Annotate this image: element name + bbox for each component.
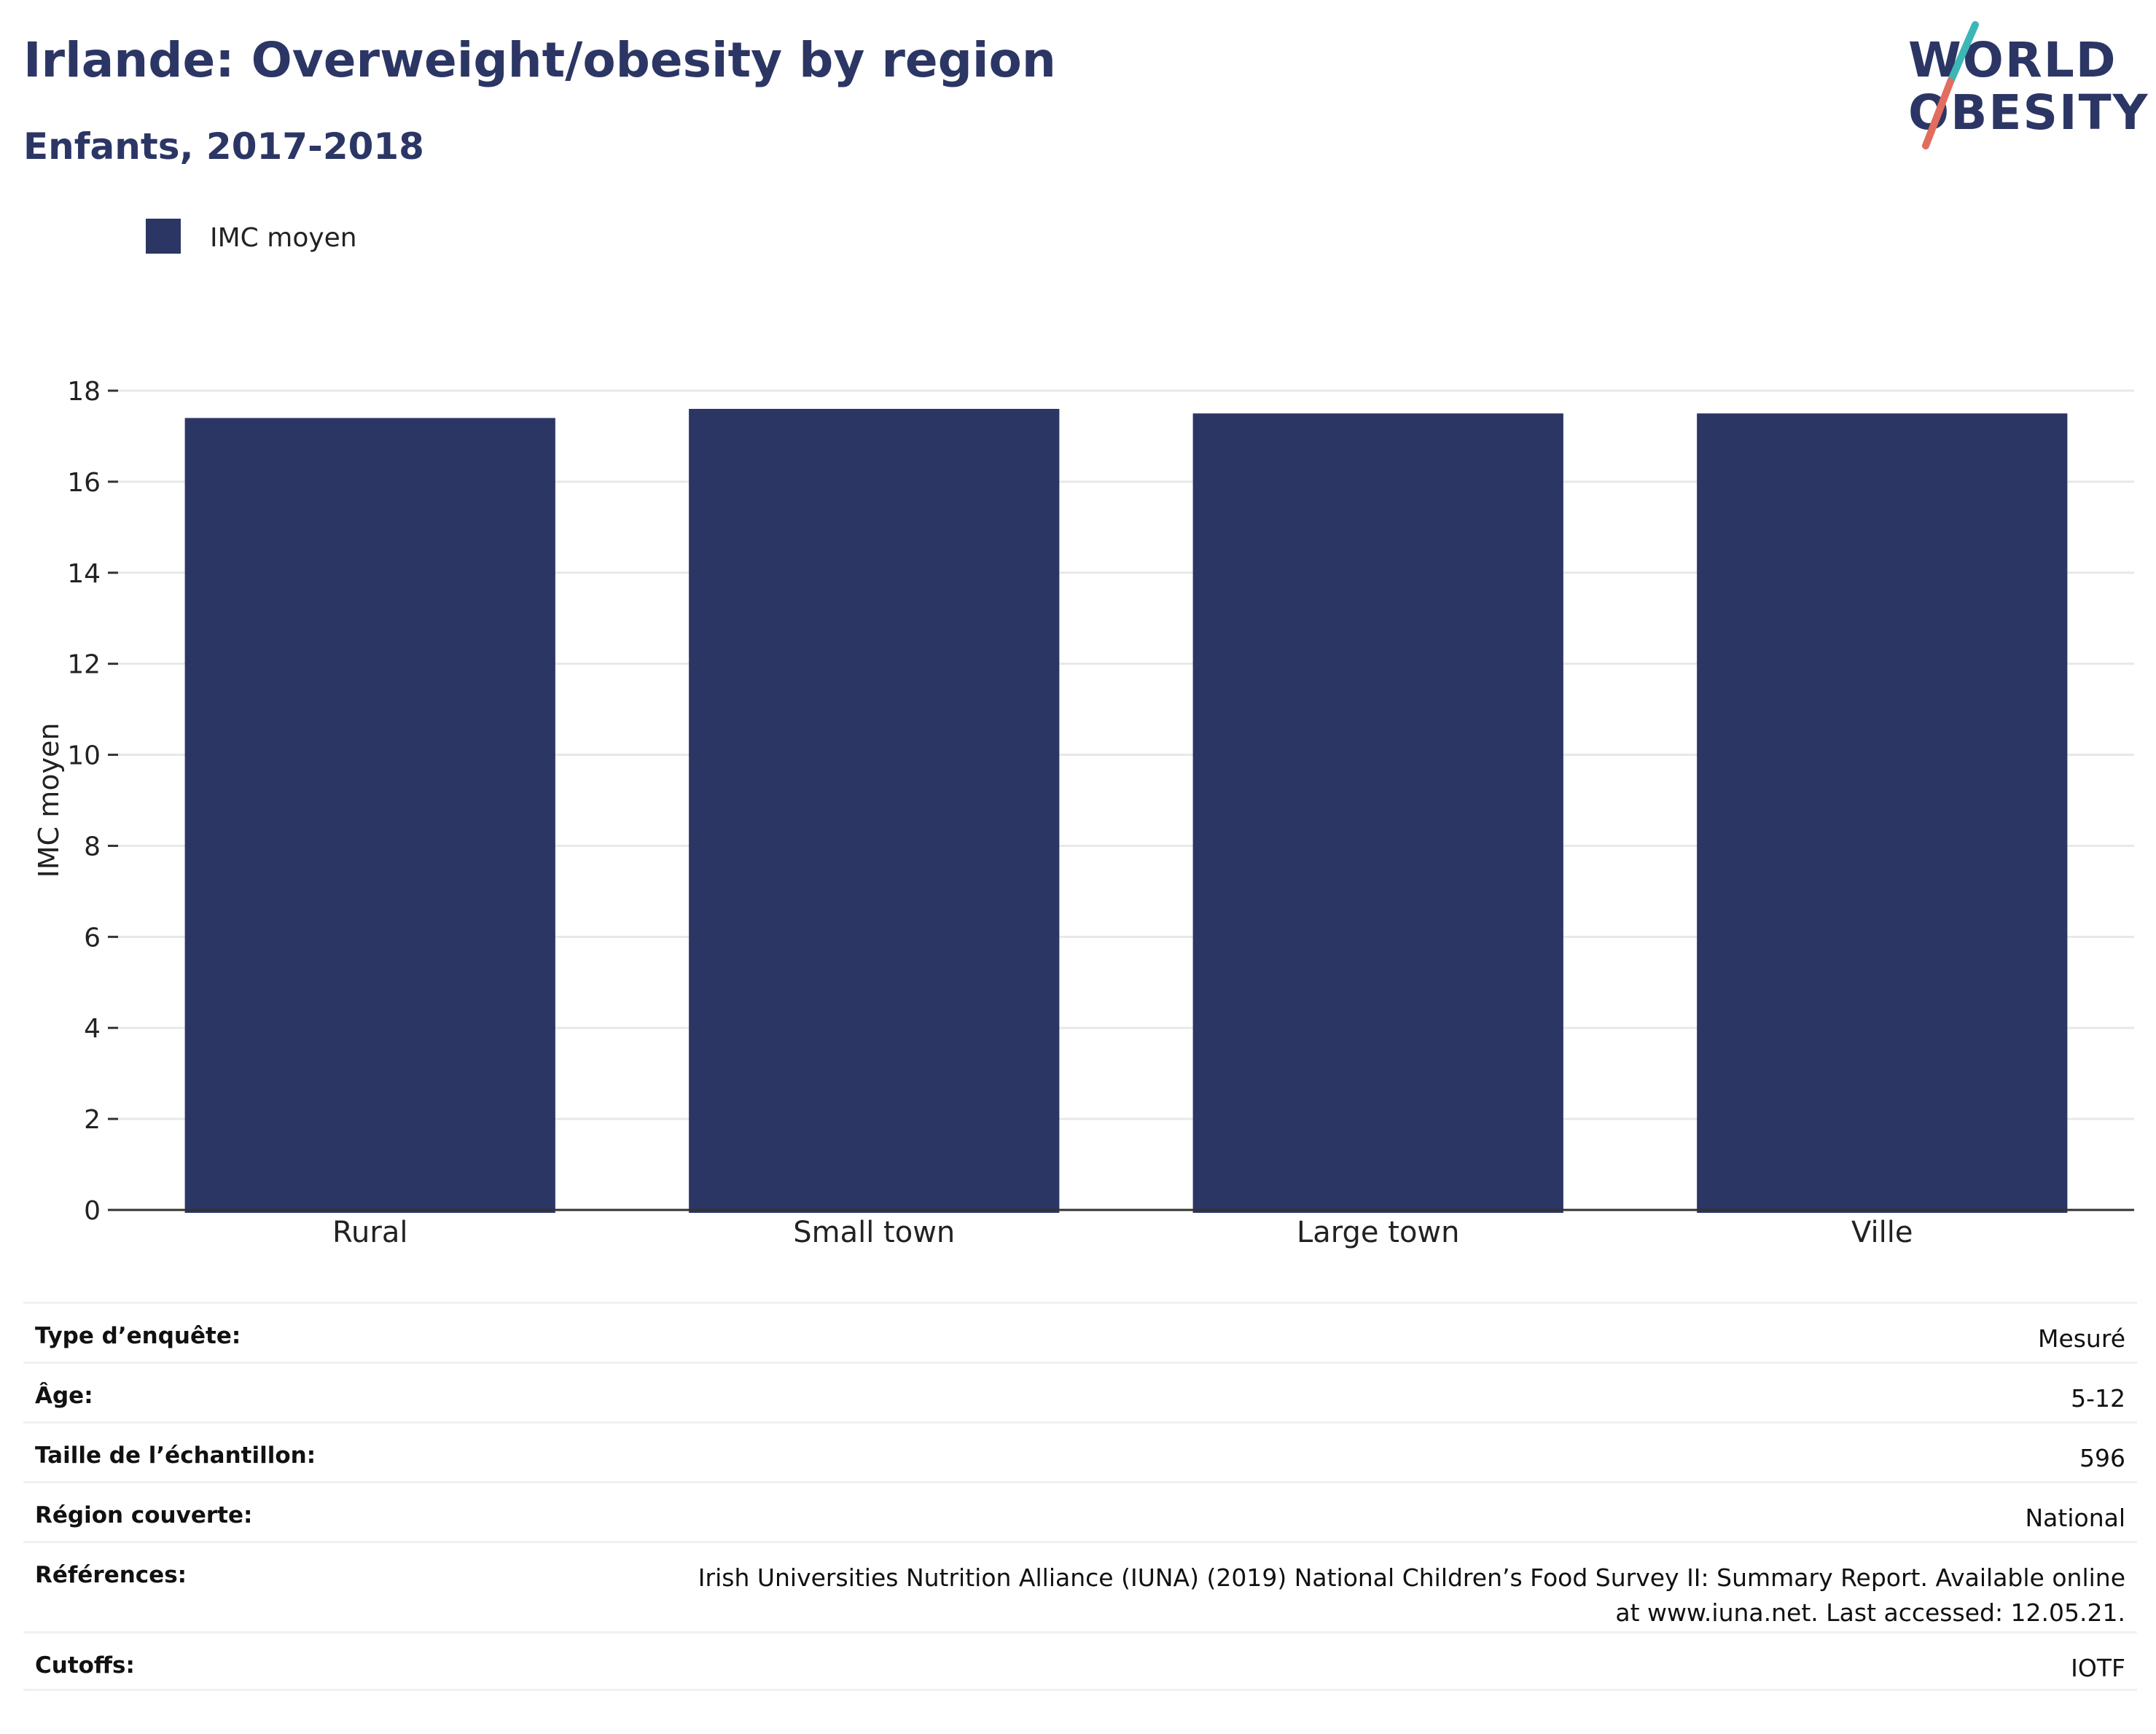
bar-small-town xyxy=(689,408,1060,1213)
y-tick-label: 16 xyxy=(67,468,101,498)
meta-value: National xyxy=(2025,1504,2125,1532)
meta-label: Type d’enquête: xyxy=(35,1323,241,1349)
y-tick-label: 4 xyxy=(84,1014,101,1044)
meta-value: Mesuré xyxy=(2037,1324,2125,1353)
chart-subtitle: Enfants, 2017-2018 xyxy=(23,125,424,168)
bar-chart: IMC moyen 0 2 4 6 8 10 12 14 16 18 Rural Small tow… xyxy=(33,219,2134,1249)
meta-label: Âge: xyxy=(35,1383,93,1409)
world-obesity-logo: WORLD OBESITY xyxy=(1895,20,2147,159)
y-axis-ticks: 0 2 4 6 8 10 12 14 16 18 xyxy=(67,377,118,1226)
meta-value: 5-12 xyxy=(2071,1384,2125,1413)
x-tick-label: Ville xyxy=(1851,1216,1913,1249)
y-tick-label: 10 xyxy=(67,741,101,771)
y-tick-label: 14 xyxy=(67,559,101,589)
meta-row: Taille de l’échantillon: 596 xyxy=(23,1421,2137,1481)
bar-large-town xyxy=(1192,413,1563,1214)
x-axis-ticks: Rural Small town Large town Ville xyxy=(332,1216,1913,1249)
meta-label: Taille de l’échantillon: xyxy=(35,1442,316,1469)
meta-label: Références: xyxy=(35,1562,187,1588)
meta-value: Irish Universities Nutrition Alliance (I… xyxy=(698,1563,2125,1627)
chart-title: Irlande: Overweight/obesity by region xyxy=(23,32,1056,88)
y-tick-label: 12 xyxy=(67,650,101,680)
meta-row: Âge: 5-12 xyxy=(23,1362,2137,1421)
y-tick-label: 18 xyxy=(67,377,101,407)
bar-ville xyxy=(1697,413,2068,1214)
meta-value: 596 xyxy=(2079,1444,2125,1472)
legend-swatch xyxy=(146,219,181,254)
meta-row: Références: Irish Universities Nutrition … xyxy=(23,1541,2137,1631)
meta-value: IOTF xyxy=(2071,1654,2125,1682)
x-tick-label: Rural xyxy=(332,1216,407,1249)
y-tick-label: 2 xyxy=(84,1105,101,1135)
x-tick-label: Large town xyxy=(1297,1216,1459,1249)
x-tick-label: Small town xyxy=(793,1216,955,1249)
meta-label: Cutoffs: xyxy=(35,1652,135,1679)
bar-rural xyxy=(184,418,555,1213)
y-tick-label: 8 xyxy=(84,832,101,862)
survey-metadata-table: Type d’enquête: Mesuré Âge: 5-12 Taille de l… xyxy=(23,1302,2137,1691)
y-axis-label: IMC moyen xyxy=(33,723,65,878)
y-tick-label: 6 xyxy=(84,923,101,953)
logo-word-world: WORLD xyxy=(1908,32,2117,88)
y-tick-label: 0 xyxy=(84,1196,101,1226)
bars xyxy=(184,408,2068,1214)
meta-row: Cutoffs: IOTF xyxy=(23,1631,2137,1691)
meta-row: Type d’enquête: Mesuré xyxy=(23,1302,2137,1362)
meta-label: Région couverte: xyxy=(35,1502,253,1528)
meta-row: Région couverte: National xyxy=(23,1481,2137,1541)
legend: IMC moyen xyxy=(146,219,357,254)
legend-label: IMC moyen xyxy=(210,223,357,253)
logo-slash-icon xyxy=(1922,21,1979,149)
